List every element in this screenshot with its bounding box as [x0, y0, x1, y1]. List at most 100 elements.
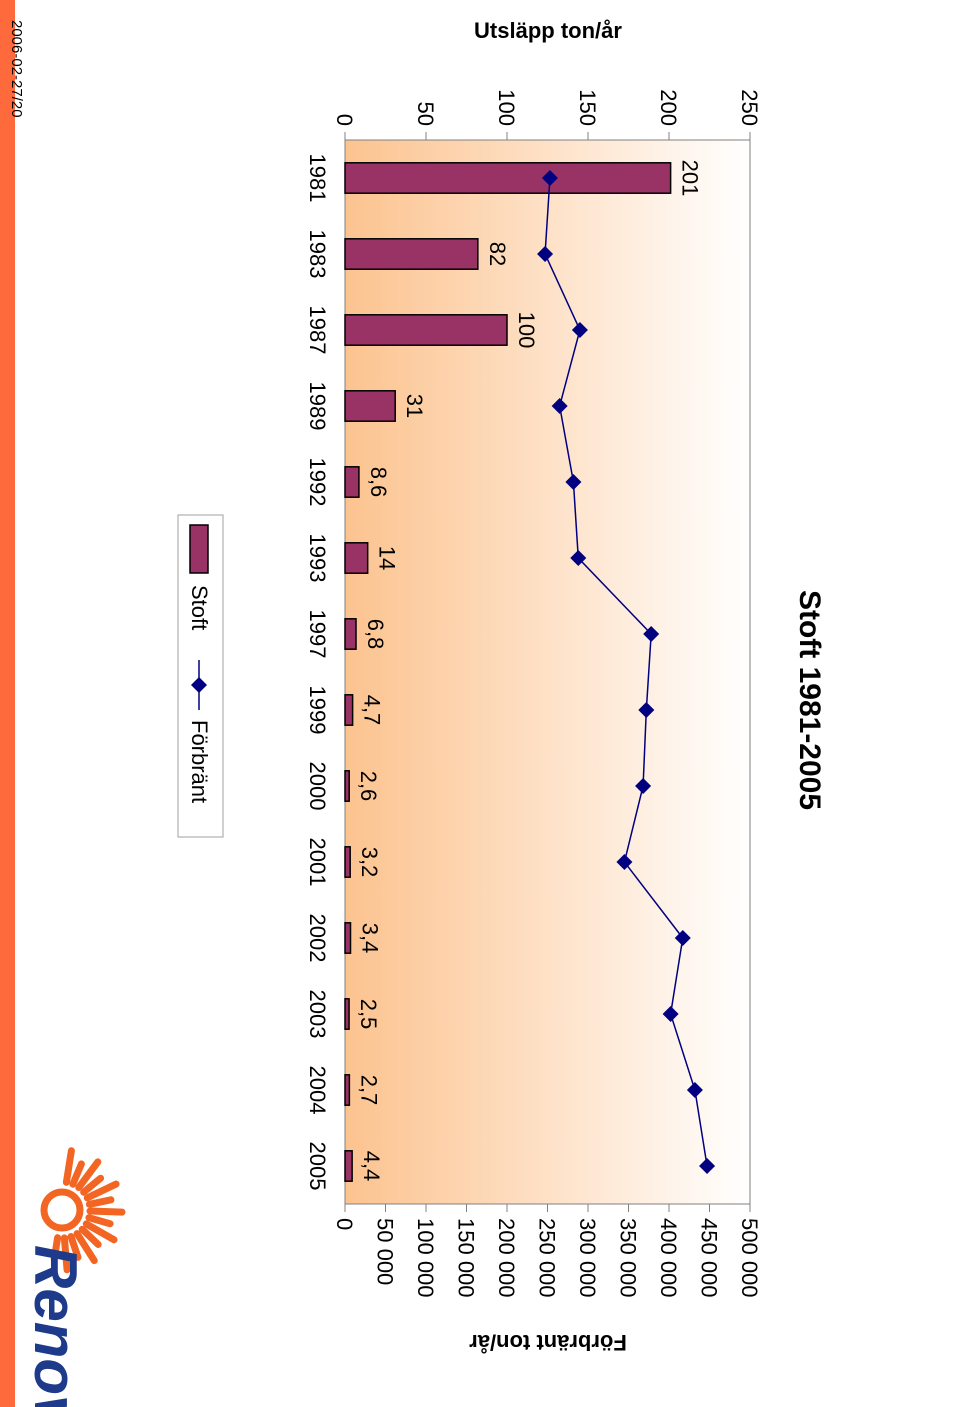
right-axis-tick-label: 50 000 — [373, 1218, 398, 1285]
sun-ray — [69, 1160, 85, 1188]
right-axis-tick-label: 350 000 — [616, 1218, 641, 1298]
bar-value-label: 4,4 — [359, 1151, 384, 1182]
x-axis-labels: 1981 1983 1987 1989 1992 1993 1997 1999 2000 2001… — [305, 154, 330, 1191]
sun-core — [40, 1188, 84, 1232]
sun-ray — [62, 1147, 75, 1186]
x-axis-label: 1989 — [305, 382, 330, 431]
line-marker — [541, 170, 558, 186]
x-axis-label: 2003 — [305, 990, 330, 1039]
right-axis-tick-label: 500 000 — [737, 1218, 762, 1298]
line-marker — [699, 1158, 716, 1174]
bar-value-label: 2,7 — [356, 1075, 381, 1106]
line-forbrant — [544, 177, 708, 1167]
sun-ray — [82, 1220, 118, 1244]
x-axis-label: 1999 — [305, 686, 330, 735]
sun-ray — [67, 1233, 82, 1261]
bar-stoft — [344, 618, 357, 650]
left-axis-tick-label: 100 — [494, 89, 519, 126]
legend-diamond-marker — [191, 677, 207, 693]
bar-value-label: 100 — [514, 312, 539, 349]
bar-value-label: 3,4 — [358, 923, 383, 954]
line-marker — [662, 1006, 679, 1022]
bar-stoft — [344, 1150, 353, 1182]
bar-value-label: 4,7 — [360, 695, 385, 726]
left-axis-tick-label: 0 — [332, 114, 357, 126]
bar-value-label: 82 — [485, 242, 510, 266]
sun-ray — [75, 1158, 102, 1192]
line-marker — [616, 854, 633, 870]
bar-labels: 201 82 100 31 8,6 14 6,8 4,7 2,6 3,2 3,4 2,5 2,7 4,4 — [356, 160, 703, 1182]
right-axis: 0 50 000 100 000 150 000 200 000 250 000 300 0… — [332, 1203, 762, 1298]
legend-bar-swatch — [189, 524, 209, 574]
right-axis-tick-label: 300 000 — [575, 1218, 600, 1298]
right-axis-tick-label: 400 000 — [656, 1218, 681, 1298]
line-marker — [537, 246, 554, 262]
logo-text: Renova — [22, 1245, 89, 1407]
x-axis-label: 1997 — [305, 610, 330, 659]
right-axis-tick-label: 450 000 — [697, 1218, 722, 1298]
bar-value-label: 8,6 — [366, 467, 391, 498]
sun-ray — [85, 1214, 114, 1228]
left-axis: 0 50 100 150 200 250 — [332, 89, 762, 141]
right-axis-tick-label: 150 000 — [454, 1218, 479, 1298]
x-axis-label: 2000 — [305, 762, 330, 811]
bar-value-label: 6,8 — [363, 619, 388, 650]
x-axis-label: 1983 — [305, 230, 330, 279]
bar-stoft — [344, 922, 352, 954]
bar-value-label: 2,6 — [356, 771, 381, 802]
line-marker — [638, 702, 655, 718]
left-axis-tick-label: 150 — [575, 89, 600, 126]
bars — [344, 162, 672, 1182]
legend-box — [177, 514, 224, 838]
x-axis-label: 1993 — [305, 534, 330, 583]
left-axis-tick-label: 250 — [737, 89, 762, 126]
bar-stoft — [344, 542, 369, 574]
right-axis-tick-label: 100 000 — [413, 1218, 438, 1298]
orange-stripe — [0, 0, 15, 1407]
x-axis-label: 1981 — [305, 154, 330, 203]
bar-stoft — [344, 998, 350, 1030]
bar-stoft — [344, 390, 396, 422]
bar-stoft — [344, 314, 508, 346]
x-axis-label: 1992 — [305, 458, 330, 507]
sun-ray — [83, 1180, 120, 1202]
bar-stoft — [344, 162, 672, 194]
bar-value-label: 14 — [375, 546, 400, 570]
x-axis-label: 2002 — [305, 914, 330, 963]
plot-area — [344, 139, 751, 1205]
left-axis-tick-label: 50 — [413, 102, 438, 126]
right-axis-tick-label: 250 000 — [535, 1218, 560, 1298]
bar-stoft — [344, 694, 354, 726]
left-axis-title: Utsläpp ton/år — [474, 18, 622, 43]
x-axis-label: 2004 — [305, 1066, 330, 1115]
line-marker — [643, 626, 660, 642]
bar-value-label: 201 — [678, 160, 703, 197]
legend: Stoft Förbränt — [177, 514, 224, 838]
sun-ray — [80, 1174, 105, 1196]
bar-stoft — [344, 238, 479, 270]
renova-logo: Renova — [22, 1147, 126, 1407]
x-axis-label: 2005 — [305, 1142, 330, 1191]
sun-icon — [40, 1147, 126, 1274]
left-axis-tick-label: 200 — [656, 89, 681, 126]
sun-ray — [86, 1207, 126, 1216]
bar-stoft — [344, 770, 350, 802]
bar-value-label: 3,2 — [357, 847, 382, 878]
chart-title: Stoft 1981-2005 — [793, 590, 826, 810]
legend-label-forbrant: Förbränt — [187, 720, 212, 803]
x-axis-label: 1987 — [305, 306, 330, 355]
right-axis-tick-label: 0 — [332, 1218, 357, 1230]
bar-stoft — [344, 1074, 351, 1106]
legend-label-stoft: Stoft — [187, 585, 212, 630]
bar-value-label: 2,5 — [356, 999, 381, 1030]
bar-stoft — [344, 466, 360, 498]
sun-ray — [60, 1234, 71, 1274]
sun-ray — [85, 1196, 115, 1208]
right-axis-title: Förbränt ton/år — [469, 1330, 627, 1355]
sun-ray — [78, 1225, 102, 1248]
date-footer: 2006-02-27/20 — [8, 20, 25, 118]
sun-ray — [50, 1234, 62, 1263]
right-axis-tick-label: 200 000 — [494, 1218, 519, 1298]
bar-value-label: 31 — [402, 394, 427, 418]
